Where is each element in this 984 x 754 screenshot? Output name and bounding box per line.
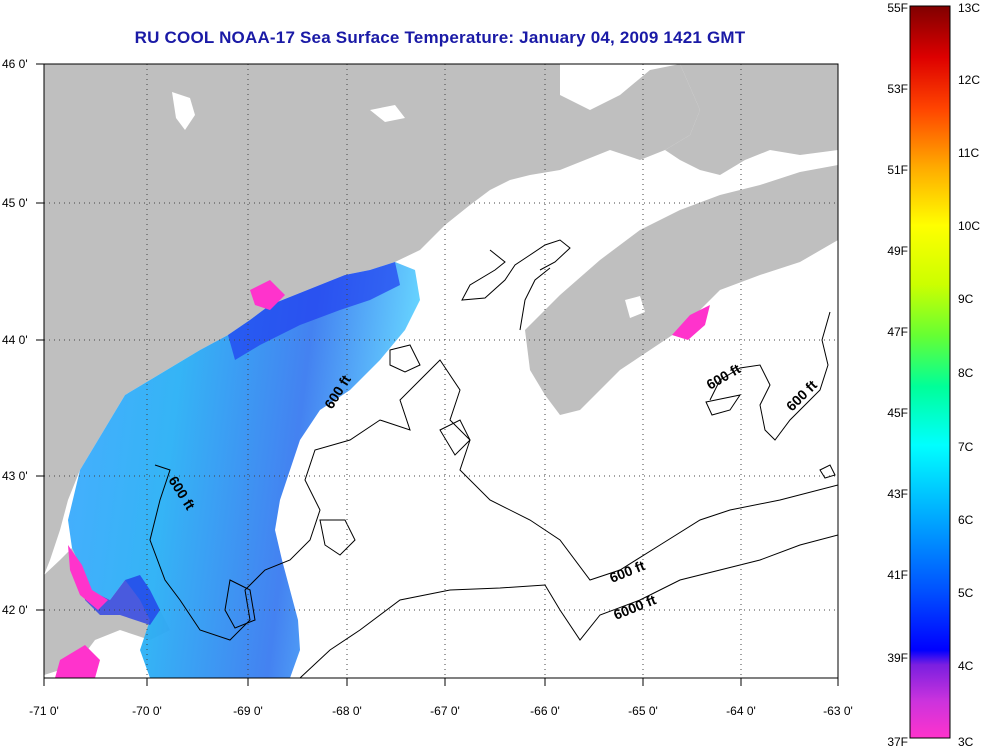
lon-label: -66 0' bbox=[530, 704, 560, 718]
colorbar-f-label: 37F bbox=[887, 735, 908, 749]
lon-label: -70 0' bbox=[132, 704, 162, 718]
lat-label: 46 0' bbox=[2, 57, 28, 71]
lon-label: -68 0' bbox=[332, 704, 362, 718]
colorbar-c-label: 10C bbox=[958, 219, 980, 233]
colorbar-gradient bbox=[909, 5, 951, 739]
colorbar-c-label: 8C bbox=[958, 366, 974, 380]
colorbar-c-label: 9C bbox=[958, 292, 974, 306]
sst-map: 600 ft 600 ft 600 ft 600 ft 600 ft 6000 … bbox=[2, 57, 853, 718]
colorbar-f-label: 53F bbox=[887, 82, 908, 96]
colorbar-c-label: 5C bbox=[958, 586, 974, 600]
lon-label: -63 0' bbox=[823, 704, 853, 718]
colorbar-c-label: 7C bbox=[958, 440, 974, 454]
sst-cape-band bbox=[82, 570, 160, 625]
map-frame bbox=[43, 63, 839, 679]
lat-label: 45 0' bbox=[2, 196, 28, 210]
lat-label: 44 0' bbox=[2, 333, 28, 347]
map-title: RU COOL NOAA-17 Sea Surface Temperature:… bbox=[134, 28, 746, 47]
lon-label: -69 0' bbox=[233, 704, 263, 718]
sst-coldest-capecod bbox=[55, 645, 100, 678]
colorbar-c-label: 12C bbox=[958, 73, 980, 87]
lat-label: 42 0' bbox=[2, 603, 28, 617]
colorbar-c-label: 3C bbox=[958, 735, 974, 749]
tick-marks bbox=[36, 63, 839, 686]
colorbar-c-label: 11C bbox=[958, 146, 979, 160]
lake-maine bbox=[172, 92, 195, 130]
colorbar-f-label: 43F bbox=[887, 487, 908, 501]
colorbar-f-label: 47F bbox=[887, 325, 908, 339]
colorbar-c-label: 6C bbox=[958, 513, 974, 527]
sst-coldest-maine bbox=[250, 280, 285, 310]
colorbar-c-label: 4C bbox=[958, 659, 974, 673]
colorbar-f-labels: 55F 53F 51F 49F 47F 45F 43F 41F 39F 37F bbox=[887, 1, 908, 749]
sst-field bbox=[68, 262, 420, 678]
sst-coldest-ns bbox=[672, 305, 710, 340]
land-new-england bbox=[44, 64, 700, 575]
colorbar: 55F 53F 51F 49F 47F 45F 43F 41F 39F 37F … bbox=[887, 1, 980, 749]
colorbar-f-label: 49F bbox=[887, 244, 908, 258]
colorbar-c-labels: 13C 12C 11C 10C 9C 8C 7C 6C 5C 4C 3C bbox=[958, 1, 980, 749]
bathymetry-contours bbox=[149, 239, 838, 678]
sst-coldest-mass bbox=[68, 545, 108, 610]
colorbar-f-label: 55F bbox=[887, 1, 908, 15]
colorbar-f-label: 51F bbox=[887, 163, 908, 177]
lake-ns bbox=[625, 296, 645, 318]
colorbar-f-label: 39F bbox=[887, 651, 908, 665]
land-new-brunswick bbox=[665, 64, 838, 175]
sst-cold-band bbox=[228, 262, 400, 360]
lon-label: -71 0' bbox=[29, 704, 59, 718]
land-nova-scotia bbox=[525, 165, 838, 415]
colorbar-f-label: 41F bbox=[887, 568, 908, 582]
colorbar-c-label: 13C bbox=[958, 1, 980, 15]
lon-label: -64 0' bbox=[726, 704, 756, 718]
colorbar-f-label: 45F bbox=[887, 406, 908, 420]
lake-nb bbox=[370, 105, 405, 122]
lon-label: -65 0' bbox=[628, 704, 658, 718]
lat-label: 43 0' bbox=[2, 469, 28, 483]
lon-label: -67 0' bbox=[430, 704, 460, 718]
